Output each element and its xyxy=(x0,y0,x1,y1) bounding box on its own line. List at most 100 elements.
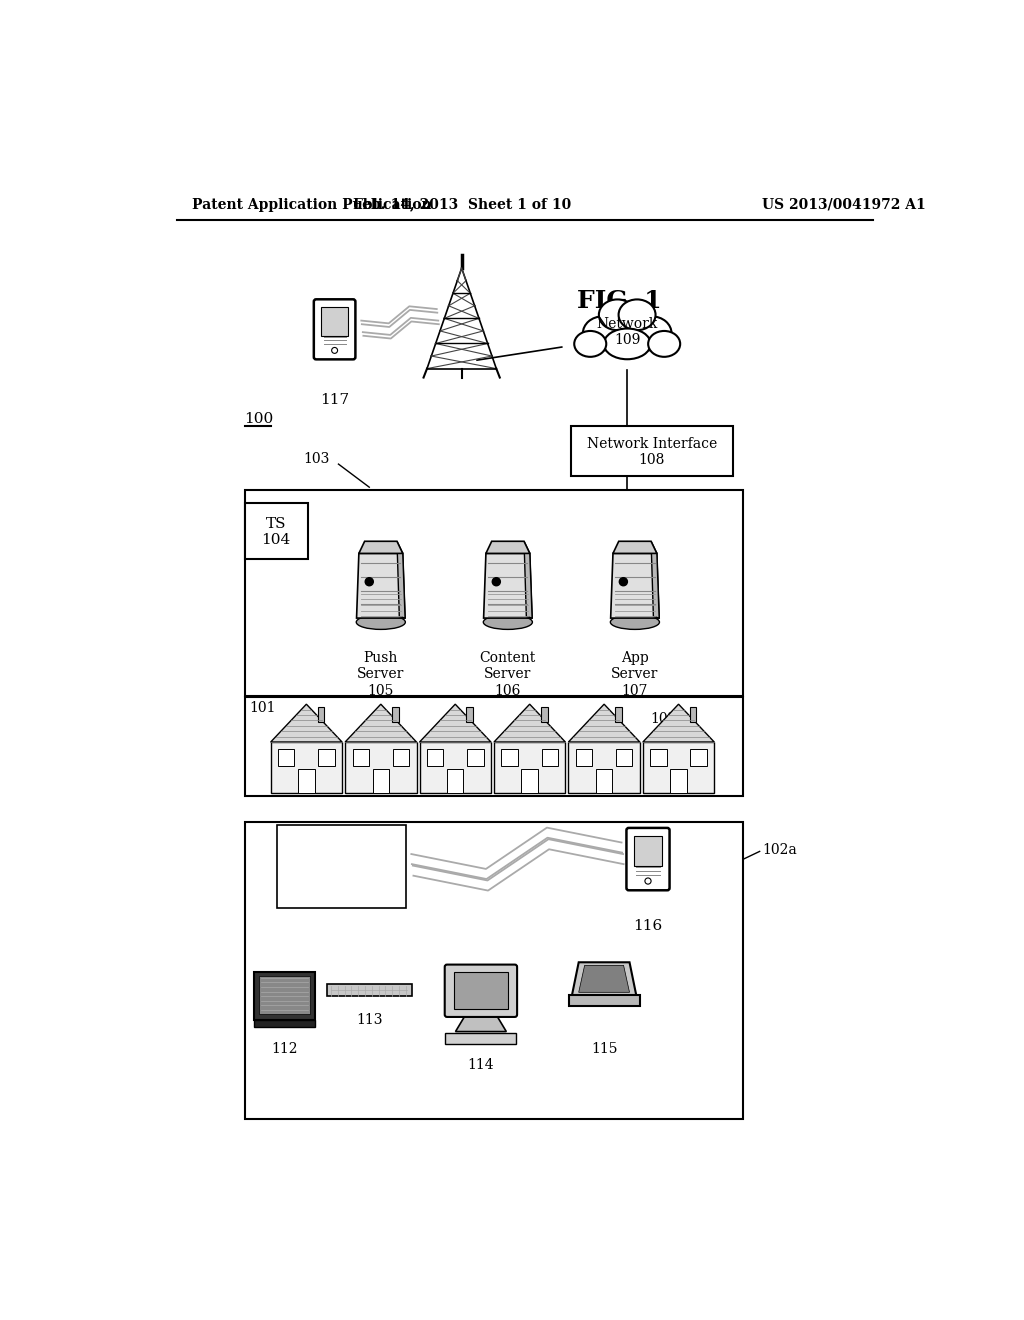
Bar xyxy=(650,750,667,766)
Polygon shape xyxy=(643,704,715,742)
Text: 117: 117 xyxy=(321,393,349,408)
FancyBboxPatch shape xyxy=(627,828,670,890)
Bar xyxy=(447,768,464,793)
Bar xyxy=(571,426,733,477)
Text: Feb. 14, 2013  Sheet 1 of 10: Feb. 14, 2013 Sheet 1 of 10 xyxy=(352,198,570,211)
Polygon shape xyxy=(483,553,532,618)
Text: 113: 113 xyxy=(356,1014,383,1027)
Ellipse shape xyxy=(599,300,636,330)
Ellipse shape xyxy=(574,331,606,356)
Bar xyxy=(245,490,743,696)
Bar xyxy=(345,742,417,793)
Text: US 2013/0041972 A1: US 2013/0041972 A1 xyxy=(762,198,926,211)
Bar xyxy=(393,750,410,766)
Text: Push
Server
105: Push Server 105 xyxy=(357,651,404,697)
Text: 115: 115 xyxy=(591,1043,617,1056)
Text: Modem 110: Modem 110 xyxy=(283,833,367,847)
Polygon shape xyxy=(568,704,640,742)
Ellipse shape xyxy=(356,615,406,630)
Text: FIG. 1: FIG. 1 xyxy=(578,289,662,313)
Ellipse shape xyxy=(610,615,659,630)
Text: 102: 102 xyxy=(650,711,677,726)
Bar xyxy=(502,750,518,766)
Polygon shape xyxy=(494,704,565,742)
Ellipse shape xyxy=(483,615,532,630)
Bar xyxy=(690,708,696,722)
Bar xyxy=(327,985,412,997)
Bar xyxy=(542,750,558,766)
Bar xyxy=(270,742,342,793)
Bar xyxy=(690,750,707,766)
Text: Network
109: Network 109 xyxy=(597,317,657,347)
Ellipse shape xyxy=(604,302,650,345)
Text: 103: 103 xyxy=(303,451,330,466)
Bar xyxy=(245,503,307,558)
Polygon shape xyxy=(486,541,529,553)
Polygon shape xyxy=(610,553,659,618)
Text: Content
Server
106: Content Server 106 xyxy=(479,651,536,697)
Polygon shape xyxy=(397,541,406,618)
Bar xyxy=(445,1034,516,1044)
Circle shape xyxy=(332,347,338,354)
Polygon shape xyxy=(420,704,490,742)
Polygon shape xyxy=(358,541,402,553)
Bar xyxy=(568,995,640,1006)
Bar xyxy=(467,750,483,766)
Bar xyxy=(298,768,314,793)
Text: 116: 116 xyxy=(634,919,663,933)
Bar xyxy=(276,825,407,908)
Bar xyxy=(596,768,612,793)
FancyBboxPatch shape xyxy=(313,300,355,359)
Bar xyxy=(634,836,662,866)
Bar xyxy=(245,822,743,1118)
Bar xyxy=(643,742,715,793)
Bar xyxy=(259,975,310,1014)
Ellipse shape xyxy=(632,317,672,350)
Bar xyxy=(352,750,369,766)
Bar xyxy=(245,697,743,796)
Ellipse shape xyxy=(618,300,655,330)
Circle shape xyxy=(620,578,628,586)
Bar xyxy=(616,750,633,766)
Bar xyxy=(392,708,398,722)
Polygon shape xyxy=(356,553,406,618)
Polygon shape xyxy=(613,541,656,553)
Text: 102a: 102a xyxy=(762,843,797,857)
Bar xyxy=(454,973,508,1010)
Text: 100: 100 xyxy=(245,412,273,425)
Bar xyxy=(671,768,687,793)
Text: 114: 114 xyxy=(468,1057,495,1072)
Circle shape xyxy=(645,878,651,884)
Ellipse shape xyxy=(648,331,680,356)
Circle shape xyxy=(366,578,374,586)
Bar xyxy=(466,708,473,722)
Text: Network Interface
108: Network Interface 108 xyxy=(587,437,717,467)
Text: Patent Application Publication: Patent Application Publication xyxy=(193,198,432,211)
Polygon shape xyxy=(572,962,636,995)
Bar xyxy=(575,750,592,766)
Bar xyxy=(254,972,315,1019)
Bar xyxy=(521,768,538,793)
Text: Gateway
111: Gateway 111 xyxy=(283,859,344,890)
Bar xyxy=(317,708,325,722)
Text: 112: 112 xyxy=(271,1043,298,1056)
Polygon shape xyxy=(270,704,342,742)
Text: TS
104: TS 104 xyxy=(261,516,291,546)
Text: 101: 101 xyxy=(249,701,275,715)
Polygon shape xyxy=(345,704,417,742)
Bar xyxy=(568,742,640,793)
Ellipse shape xyxy=(604,329,650,359)
Bar xyxy=(427,750,443,766)
Polygon shape xyxy=(524,541,532,618)
Bar xyxy=(322,308,348,337)
Polygon shape xyxy=(651,541,659,618)
Polygon shape xyxy=(579,965,630,993)
Bar xyxy=(373,768,389,793)
Circle shape xyxy=(493,578,501,586)
Bar xyxy=(615,708,622,722)
Bar xyxy=(420,742,490,793)
Bar xyxy=(494,742,565,793)
Bar xyxy=(279,750,295,766)
Ellipse shape xyxy=(583,317,623,350)
Bar xyxy=(318,750,335,766)
